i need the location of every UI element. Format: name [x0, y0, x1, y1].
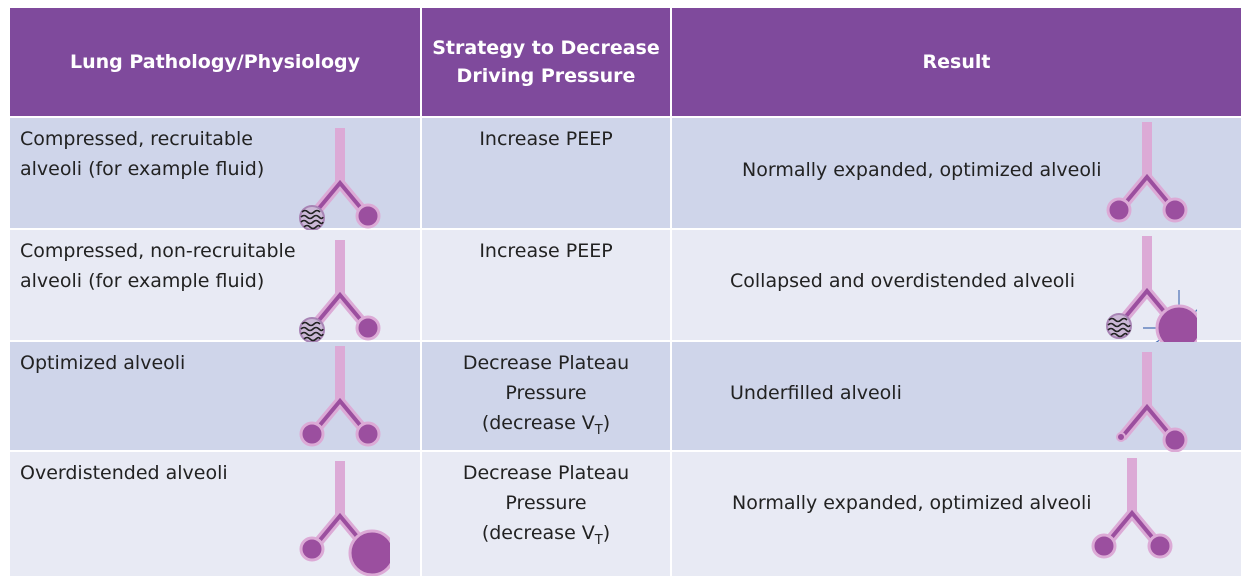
text: Overdistended alveoli: [20, 462, 228, 484]
header-cell: Result: [672, 8, 1241, 116]
table: Lung Pathology/Physiology Strategy to De…: [10, 8, 1241, 576]
result-cell: Normally expanded, optimized alveoli: [672, 452, 1241, 576]
alveoli-icon: [1097, 236, 1197, 346]
result-cell: Collapsed and overdistended alveoli: [672, 230, 1241, 340]
result-cell: Normally expanded, optimized alveoli: [672, 118, 1241, 228]
alveoli-icon: [290, 128, 390, 238]
text: Increase PEEP: [479, 128, 613, 150]
header-cell: Lung Pathology/Physiology: [10, 8, 420, 116]
alveoli-icon: [290, 456, 390, 576]
alveoli-icon: [1097, 352, 1197, 462]
pathology-cell: Compressed, recruitable alveoli (for exa…: [10, 118, 420, 228]
text: Decrease Plateau Pressure: [462, 352, 630, 404]
text: Compressed, recruitable alveoli (for exa…: [20, 128, 265, 180]
text: Decrease Plateau Pressure: [462, 462, 630, 514]
subscript: T: [594, 422, 603, 438]
text: Underfilled alveoli: [730, 382, 902, 404]
strategy-cell: Increase PEEP: [422, 230, 670, 340]
text: Optimized alveoli: [20, 352, 186, 374]
text: Collapsed and overdistended alveoli: [730, 270, 1075, 292]
text: (decrease V: [481, 412, 595, 434]
text: ): [602, 412, 611, 434]
text: Normally expanded, optimized alveoli: [732, 492, 1092, 514]
strategy-cell: Decrease Plateau Pressure (decrease VT): [422, 342, 670, 450]
text: ): [602, 522, 611, 544]
alveoli-icon: [290, 240, 390, 350]
strategy-cell: Increase PEEP: [422, 118, 670, 228]
text: (decrease V: [481, 522, 595, 544]
strategy-cell: Decrease Plateau Pressure (decrease VT): [422, 452, 670, 576]
pathology-cell: Compressed, non-recruitable alveoli (for…: [10, 230, 420, 340]
text: Compressed, non-recruitable alveoli (for…: [20, 240, 296, 292]
header-cell: Strategy to Decrease Driving Pressure: [422, 8, 670, 116]
subscript: T: [594, 532, 603, 548]
text: Increase PEEP: [479, 240, 613, 262]
alveoli-icon: [290, 346, 390, 456]
result-cell: Underfilled alveoli: [672, 342, 1241, 450]
alveoli-icon: [1082, 458, 1182, 568]
pathology-cell: Overdistended alveoli: [10, 452, 420, 576]
text: Normally expanded, optimized alveoli: [742, 159, 1102, 181]
alveoli-icon: [1097, 122, 1197, 232]
pathology-cell: Optimized alveoli: [10, 342, 420, 450]
